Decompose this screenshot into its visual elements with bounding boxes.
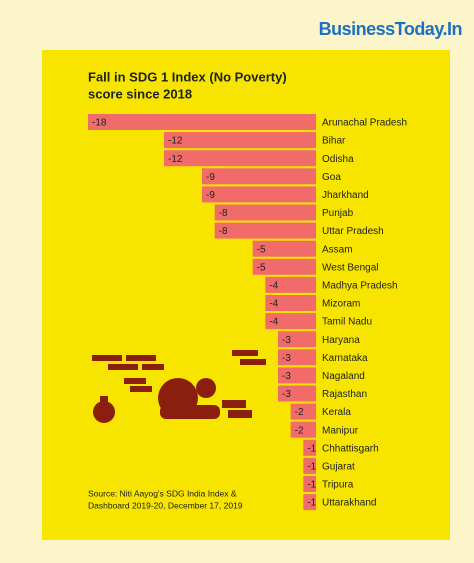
value-label: -1 bbox=[307, 498, 316, 509]
bar bbox=[252, 240, 316, 257]
category-label: Chhattisgarh bbox=[322, 443, 379, 454]
bar bbox=[214, 222, 316, 239]
value-label: -2 bbox=[295, 425, 304, 436]
bar bbox=[164, 150, 316, 167]
value-label: -1 bbox=[307, 443, 316, 454]
category-label: Arunachal Pradesh bbox=[322, 118, 407, 129]
category-label: Nagaland bbox=[322, 371, 365, 382]
category-label: West Bengal bbox=[322, 262, 379, 273]
category-label: Jharkhand bbox=[322, 190, 369, 201]
category-label: Manipur bbox=[322, 425, 359, 436]
bar bbox=[290, 403, 316, 420]
bar bbox=[164, 132, 316, 149]
value-label: -12 bbox=[168, 154, 183, 165]
bar bbox=[202, 168, 316, 185]
value-label: -4 bbox=[269, 299, 278, 310]
site-name: BusinessToday.In bbox=[319, 19, 462, 39]
value-label: -9 bbox=[206, 190, 215, 201]
category-label: Uttar Pradesh bbox=[322, 226, 384, 237]
category-label: Gujarat bbox=[322, 462, 355, 473]
bar bbox=[303, 476, 316, 492]
value-label: -1 bbox=[307, 480, 316, 491]
category-label: Madhya Pradesh bbox=[322, 281, 398, 292]
value-label: -18 bbox=[92, 118, 107, 129]
value-label: -3 bbox=[282, 389, 291, 400]
category-label: Rajasthan bbox=[322, 389, 367, 400]
value-label: -4 bbox=[269, 281, 278, 292]
bar bbox=[88, 114, 316, 130]
bar bbox=[265, 295, 316, 311]
bar bbox=[278, 331, 316, 348]
card bbox=[42, 50, 450, 540]
bar bbox=[265, 276, 316, 293]
value-label: -12 bbox=[168, 136, 183, 147]
value-label: -2 bbox=[295, 407, 304, 418]
bar bbox=[303, 439, 316, 456]
bar bbox=[303, 494, 316, 511]
category-label: Odisha bbox=[322, 154, 354, 165]
category-label: Haryana bbox=[322, 335, 360, 346]
bar bbox=[252, 258, 316, 275]
bar bbox=[265, 313, 316, 330]
value-label: -5 bbox=[257, 262, 266, 273]
category-label: Tripura bbox=[322, 480, 354, 491]
value-label: -3 bbox=[282, 353, 291, 364]
bar bbox=[303, 457, 316, 474]
value-label: -3 bbox=[282, 335, 291, 346]
category-label: Assam bbox=[322, 244, 353, 255]
illustration bbox=[92, 350, 266, 423]
bar bbox=[278, 385, 316, 402]
bar bbox=[278, 367, 316, 384]
value-label: -8 bbox=[219, 226, 228, 237]
source: Dashboard 2019-20, December 17, 2019 bbox=[88, 500, 243, 510]
bar bbox=[202, 186, 316, 203]
category-label: Uttarakhand bbox=[322, 498, 376, 509]
value-label: -5 bbox=[257, 244, 266, 255]
value-label: -8 bbox=[219, 208, 228, 219]
category-label: Mizoram bbox=[322, 299, 360, 310]
category-label: Karnataka bbox=[322, 353, 368, 364]
value-label: -3 bbox=[282, 371, 291, 382]
bar bbox=[278, 349, 316, 366]
category-label: Punjab bbox=[322, 208, 354, 219]
value-label: -4 bbox=[269, 317, 278, 328]
bar bbox=[214, 204, 316, 221]
category-label: Goa bbox=[322, 172, 341, 183]
value-label: -9 bbox=[206, 172, 215, 183]
category-label: Bihar bbox=[322, 136, 346, 147]
value-label: -1 bbox=[307, 462, 316, 473]
category-label: Tamil Nadu bbox=[322, 317, 372, 328]
bar bbox=[290, 421, 316, 438]
chart-title: Fall in SDG 1 Index (No Poverty) bbox=[88, 69, 287, 84]
chart-title: score since 2018 bbox=[88, 86, 192, 101]
category-label: Kerala bbox=[322, 407, 351, 418]
source: Source: Niti Aayog's SDG India Index & bbox=[88, 488, 237, 498]
